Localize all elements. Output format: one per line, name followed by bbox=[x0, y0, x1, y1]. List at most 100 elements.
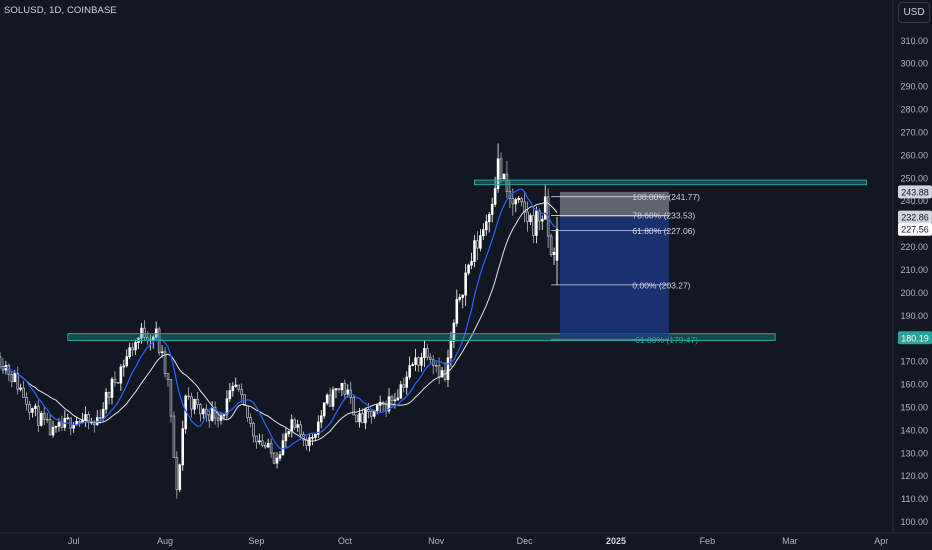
candle-down bbox=[207, 414, 211, 421]
y-tick-label: 270.00 bbox=[900, 127, 928, 137]
fib-level-label: 100.00% (241.77) bbox=[632, 192, 700, 202]
candle-up bbox=[455, 299, 459, 324]
candle-up bbox=[467, 264, 470, 274]
x-tick-label: Jul bbox=[68, 536, 80, 546]
candle-down bbox=[237, 384, 241, 390]
price-label: 232.86 bbox=[901, 213, 929, 223]
y-tick-label: 170.00 bbox=[900, 357, 928, 367]
candle-up bbox=[128, 347, 131, 358]
y-tick-label: 220.00 bbox=[900, 242, 928, 252]
candle-down bbox=[352, 397, 355, 416]
zone-rect bbox=[473, 179, 867, 186]
candle-down bbox=[549, 235, 553, 256]
candle-up bbox=[84, 414, 87, 421]
candle-up bbox=[464, 272, 467, 296]
candle-down bbox=[48, 419, 52, 436]
y-tick-label: 100.00 bbox=[900, 517, 928, 527]
candle-down bbox=[520, 197, 523, 203]
candle-down bbox=[175, 457, 179, 491]
candle-up bbox=[502, 173, 506, 179]
candle-down bbox=[25, 397, 28, 405]
candle-down bbox=[532, 215, 535, 236]
x-tick-label: Oct bbox=[338, 536, 353, 546]
candle-down bbox=[163, 351, 167, 374]
y-tick-label: 160.00 bbox=[900, 380, 928, 390]
candle-down bbox=[293, 419, 297, 428]
candle-up bbox=[482, 229, 485, 237]
candle-up bbox=[54, 425, 58, 428]
candle-up bbox=[202, 408, 205, 415]
candle-up bbox=[485, 221, 488, 231]
x-tick-label: Nov bbox=[428, 536, 445, 546]
candle-up bbox=[104, 392, 108, 410]
candle-up bbox=[543, 196, 547, 220]
candle-down bbox=[22, 387, 25, 398]
candle-up bbox=[414, 357, 417, 366]
candle-down bbox=[252, 422, 255, 437]
candle-down bbox=[166, 373, 170, 381]
x-tick-label: Feb bbox=[700, 536, 716, 546]
candle-down bbox=[246, 405, 249, 418]
candle-up bbox=[31, 408, 34, 413]
candle-down bbox=[361, 413, 364, 424]
y-tick-label: 190.00 bbox=[900, 311, 928, 321]
candle-down bbox=[505, 173, 509, 192]
candle-down bbox=[172, 415, 176, 458]
y-tick-label: 240.00 bbox=[900, 196, 928, 206]
price-label-box bbox=[898, 222, 932, 236]
fib-level-label: -61.80% (179.47) bbox=[632, 335, 698, 345]
candle-up bbox=[151, 336, 155, 341]
candle-down bbox=[131, 347, 134, 351]
candle-up bbox=[535, 210, 538, 236]
x-tick-label: Dec bbox=[517, 536, 534, 546]
candle-down bbox=[538, 210, 541, 222]
candle-down bbox=[261, 440, 264, 446]
candle-up bbox=[284, 433, 288, 442]
candle-down bbox=[443, 370, 447, 380]
candle-up bbox=[225, 398, 229, 415]
candle-down bbox=[0, 356, 2, 367]
symbol-legend: SOLUSD, 1D, COINBASE bbox=[4, 5, 117, 16]
candle-down bbox=[143, 327, 146, 338]
fib-level-label: 61.80% (227.06) bbox=[632, 226, 695, 236]
candle-up bbox=[487, 213, 491, 223]
x-tick-label: Mar bbox=[782, 536, 798, 546]
candle-down bbox=[28, 403, 31, 413]
candle-down bbox=[367, 409, 370, 412]
y-tick-label: 280.00 bbox=[900, 105, 928, 115]
candle-up bbox=[39, 412, 43, 426]
candle-up bbox=[275, 457, 279, 464]
price-label: 227.56 bbox=[901, 225, 929, 235]
candle-up bbox=[314, 433, 317, 438]
currency-button[interactable]: USD bbox=[898, 2, 930, 23]
candle-up bbox=[219, 415, 223, 421]
candle-down bbox=[417, 357, 420, 366]
fib-level-label: 0.00% (203.27) bbox=[632, 280, 690, 290]
candle-up bbox=[72, 424, 75, 429]
candle-down bbox=[196, 398, 199, 405]
candle-down bbox=[429, 356, 432, 361]
candle-up bbox=[493, 188, 497, 205]
candle-down bbox=[337, 388, 341, 391]
candle-up bbox=[119, 366, 123, 384]
candle-up bbox=[555, 228, 559, 261]
candle-up bbox=[258, 440, 261, 443]
candle-up bbox=[346, 389, 350, 395]
candle-up bbox=[281, 440, 285, 456]
candle-up bbox=[540, 218, 544, 222]
candle-up bbox=[420, 357, 423, 366]
candle-up bbox=[134, 342, 137, 351]
candle-up bbox=[140, 327, 143, 339]
candle-up bbox=[552, 251, 556, 256]
candle-down bbox=[355, 414, 358, 423]
candle-up bbox=[399, 384, 403, 399]
candle-up bbox=[66, 417, 70, 420]
fib-level-label: 78.60% (233.53) bbox=[632, 211, 695, 221]
candle-down bbox=[249, 417, 252, 424]
candle-down bbox=[42, 412, 46, 420]
candle-up bbox=[101, 408, 105, 419]
candle-down bbox=[69, 417, 73, 429]
candle-down bbox=[499, 158, 503, 179]
candle-down bbox=[37, 405, 40, 426]
